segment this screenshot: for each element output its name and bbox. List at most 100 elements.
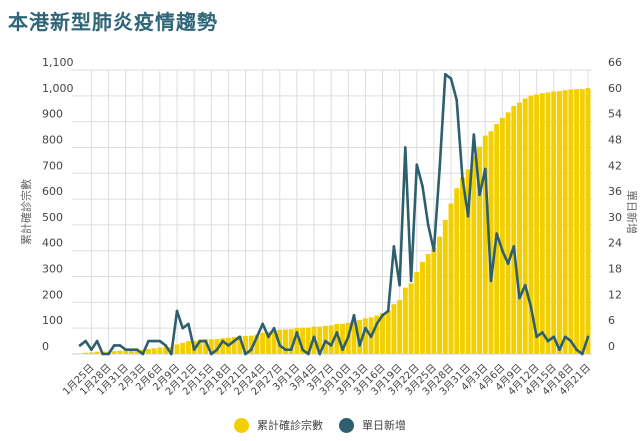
point-daily <box>192 348 196 351</box>
point-daily <box>381 313 384 317</box>
point-daily <box>421 184 424 188</box>
bar-cumulative <box>551 91 557 355</box>
point-daily <box>449 77 453 80</box>
point-daily <box>455 98 459 102</box>
point-daily <box>580 352 584 356</box>
legend-item-daily[interactable]: 單日新增 <box>339 417 406 433</box>
bar-cumulative <box>568 89 574 354</box>
point-daily <box>209 352 213 356</box>
point-daily <box>170 352 173 356</box>
point-daily <box>124 348 127 351</box>
bar-cumulative <box>534 94 540 354</box>
bar-cumulative <box>431 247 437 354</box>
bar-cumulative <box>88 352 94 354</box>
point-daily <box>409 279 413 283</box>
y-tick-left: 700 <box>42 159 63 172</box>
bar-cumulative <box>585 88 591 354</box>
point-daily <box>272 326 276 330</box>
bar-cumulative <box>243 335 248 354</box>
point-daily <box>312 335 316 339</box>
bar-cumulative <box>465 169 471 354</box>
point-daily <box>398 283 401 287</box>
bar-cumulative <box>528 95 534 354</box>
y-tick-left: 400 <box>42 237 63 250</box>
point-daily <box>221 339 224 343</box>
point-daily <box>352 313 356 317</box>
point-daily <box>164 344 167 347</box>
point-daily <box>512 245 516 248</box>
bar-cumulative <box>146 349 151 354</box>
point-daily <box>558 348 561 351</box>
point-daily <box>541 331 544 334</box>
point-daily <box>232 339 236 343</box>
bar-cumulative <box>220 338 226 354</box>
point-daily <box>546 339 550 343</box>
point-daily <box>301 348 304 351</box>
point-daily <box>404 146 407 149</box>
bar-cumulative <box>385 310 391 354</box>
point-daily <box>267 335 270 339</box>
bar-cumulative <box>294 327 300 354</box>
bar-cumulative <box>305 327 311 354</box>
bar-cumulative <box>499 117 505 354</box>
bar-cumulative <box>123 350 129 354</box>
point-daily <box>552 335 556 339</box>
point-daily <box>575 348 578 351</box>
point-daily <box>227 344 230 347</box>
point-daily <box>295 331 299 334</box>
bar-cumulative <box>237 335 243 354</box>
point-daily <box>255 335 259 339</box>
bar-cumulative <box>260 332 266 354</box>
bar-cumulative <box>357 319 363 354</box>
legend-item-cumulative[interactable]: 累計確診宗數 <box>234 417 323 433</box>
point-daily <box>215 348 219 351</box>
bar-cumulative <box>351 320 357 354</box>
point-daily <box>341 348 344 351</box>
bar-cumulative <box>151 348 157 354</box>
point-daily <box>95 339 99 343</box>
bar-cumulative <box>477 146 483 354</box>
y-tick-left: 1,000 <box>42 82 74 95</box>
point-daily <box>386 309 390 313</box>
bar-cumulative <box>180 342 186 354</box>
point-daily <box>90 348 93 351</box>
bar-cumulative <box>317 326 323 354</box>
bar-cumulative <box>442 220 448 354</box>
y-tick-right: 6 <box>608 314 615 327</box>
y-tick-right: 18 <box>608 263 622 276</box>
bar-cumulative <box>517 102 522 354</box>
y-tick-left: 200 <box>42 288 63 301</box>
point-daily <box>478 193 481 197</box>
bar-cumulative <box>157 347 163 354</box>
point-daily <box>495 232 498 235</box>
bar-cumulative <box>545 92 551 354</box>
point-daily <box>529 305 533 308</box>
bar-cumulative <box>562 90 568 354</box>
point-daily <box>135 348 139 351</box>
bar-cumulative <box>402 287 408 354</box>
bar-cumulative <box>265 331 271 354</box>
y-tick-left: 800 <box>42 133 63 146</box>
point-daily <box>364 326 367 330</box>
point-daily <box>187 322 190 326</box>
legend-label-daily: 單日新增 <box>362 419 406 432</box>
bar-cumulative <box>83 352 89 354</box>
bar-cumulative <box>111 351 117 354</box>
point-daily <box>249 348 253 351</box>
bar-cumulative <box>505 112 511 354</box>
bar-cumulative <box>340 323 346 354</box>
point-daily <box>204 339 207 343</box>
bar-cumulative <box>174 344 180 354</box>
y-tick-right: 60 <box>608 82 622 95</box>
point-daily <box>438 167 441 171</box>
y-tick-right: 12 <box>608 288 622 301</box>
bar-cumulative <box>203 339 209 354</box>
y-tick-left: 900 <box>42 108 63 121</box>
point-daily <box>335 331 339 334</box>
point-daily <box>535 335 538 339</box>
y-tick-left: 100 <box>42 314 63 327</box>
point-daily <box>506 262 510 265</box>
bar-cumulative <box>334 324 340 354</box>
point-daily <box>318 352 322 356</box>
point-daily <box>329 344 333 347</box>
